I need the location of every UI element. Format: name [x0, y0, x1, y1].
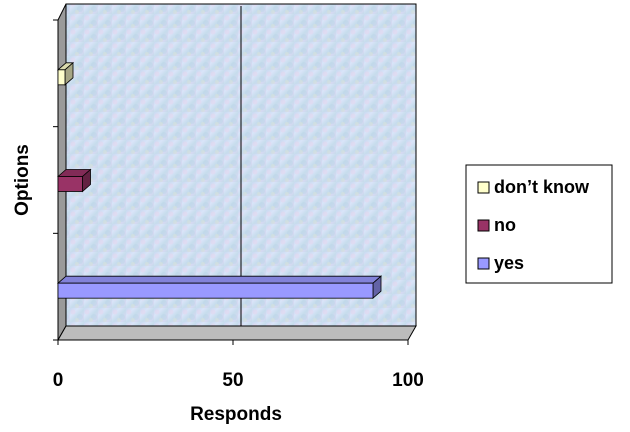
x-tick-label-50: 50	[222, 370, 243, 391]
legend-swatch-yes	[477, 257, 490, 270]
floor	[57, 325, 417, 341]
legend-label-don-t-know: don’t know	[494, 177, 590, 197]
legend-box	[465, 164, 613, 284]
x-axis-title: Responds	[190, 404, 282, 425]
legend-swatch-don-t-know	[477, 181, 490, 194]
bar-no	[56, 168, 92, 193]
legend-label-no: no	[494, 215, 516, 235]
x-tick-label-100: 100	[392, 370, 424, 391]
legend: don’t know no yes	[465, 164, 613, 284]
x-tick-label-0: 0	[53, 370, 64, 391]
bar-don-t-know	[56, 61, 75, 86]
legend-swatch-no	[477, 219, 490, 232]
legend-label-yes: yes	[494, 253, 524, 273]
bar-yes	[56, 275, 383, 300]
y-axis-title: Options	[12, 144, 33, 216]
